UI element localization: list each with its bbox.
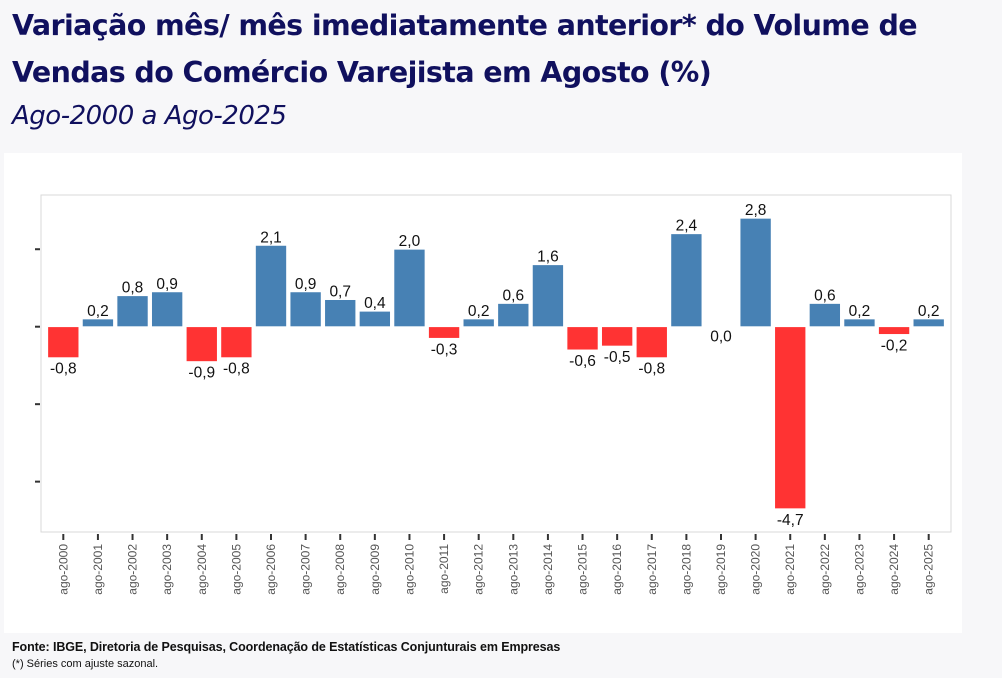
x-tick-label-ago-2013: ago-2013 bbox=[506, 544, 520, 595]
x-tick-label-ago-2019: ago-2019 bbox=[714, 544, 728, 595]
bar-ago-2011 bbox=[428, 326, 461, 339]
x-tick-label-ago-2020: ago-2020 bbox=[749, 544, 763, 595]
x-tick-label-ago-2016: ago-2016 bbox=[610, 544, 624, 595]
data-label-ago-2000: -0,8 bbox=[50, 361, 77, 378]
bar-ago-2017 bbox=[635, 326, 668, 359]
bar-ago-2000 bbox=[47, 326, 80, 359]
data-label-ago-2015: -0,6 bbox=[569, 353, 596, 370]
x-tick-label-ago-2011: ago-2011 bbox=[437, 544, 451, 594]
data-label-ago-2014: 1,6 bbox=[537, 249, 559, 266]
bar-ago-2023 bbox=[843, 318, 876, 328]
bar-ago-2016 bbox=[601, 326, 634, 347]
plot-area bbox=[40, 194, 952, 533]
x-tick-label-ago-2015: ago-2015 bbox=[576, 544, 590, 595]
data-label-ago-2018: 2,4 bbox=[676, 218, 698, 235]
data-label-ago-2019: 0,0 bbox=[710, 329, 732, 346]
x-tick-label-ago-2010: ago-2010 bbox=[402, 544, 416, 595]
data-label-ago-2002: 0,8 bbox=[122, 280, 144, 297]
bar-ago-2009 bbox=[358, 310, 391, 328]
data-label-ago-2017: -0,8 bbox=[638, 361, 665, 378]
chart-title-line-2: Vendas do Comércio Varejista em Agosto (… bbox=[12, 56, 712, 89]
data-label-ago-2024: -0,2 bbox=[881, 337, 908, 354]
x-tick-label-ago-2021: ago-2021 bbox=[783, 544, 797, 595]
data-label-ago-2016: -0,5 bbox=[604, 349, 631, 366]
data-label-ago-2020: 2,8 bbox=[745, 202, 767, 219]
data-label-ago-2009: 0,4 bbox=[364, 295, 386, 312]
bar-ago-2020 bbox=[739, 217, 772, 328]
chart-title-line-1: Variação mês/ mês imediatamente anterior… bbox=[12, 9, 918, 42]
data-label-ago-2012: 0,2 bbox=[468, 303, 490, 320]
chart-title: Variação mês/ mês imediatamente anterior… bbox=[12, 2, 1002, 96]
bar-ago-2018 bbox=[670, 233, 703, 328]
x-tick-label-ago-2017: ago-2017 bbox=[645, 544, 659, 595]
x-tick-label-ago-2006: ago-2006 bbox=[264, 544, 278, 595]
x-tick-label-ago-2005: ago-2005 bbox=[229, 544, 243, 595]
x-tick-label-ago-2008: ago-2008 bbox=[333, 544, 347, 595]
data-label-ago-2007: 0,9 bbox=[295, 276, 317, 293]
data-label-ago-2013: 0,6 bbox=[503, 287, 525, 304]
data-label-ago-2023: 0,2 bbox=[849, 303, 871, 320]
x-tick-label-ago-2025: ago-2025 bbox=[922, 544, 936, 595]
x-tick-label-ago-2004: ago-2004 bbox=[195, 544, 209, 595]
x-tick-label-ago-2001: ago-2001 bbox=[91, 544, 105, 595]
axes bbox=[35, 194, 952, 533]
data-label-ago-2005: -0,8 bbox=[223, 361, 250, 378]
x-tick-label-ago-2009: ago-2009 bbox=[368, 544, 382, 595]
bar-ago-2025 bbox=[912, 318, 945, 328]
bar-ago-2021 bbox=[774, 326, 807, 510]
x-tick-label-ago-2002: ago-2002 bbox=[126, 544, 140, 595]
bars bbox=[47, 217, 945, 510]
data-label-ago-2001: 0,2 bbox=[87, 303, 109, 320]
data-label-ago-2010: 2,0 bbox=[399, 233, 421, 250]
bar-ago-2006 bbox=[255, 244, 287, 328]
bar-ago-2010 bbox=[393, 248, 426, 328]
bar-ago-2003 bbox=[151, 291, 184, 328]
data-label-ago-2004: -0,9 bbox=[188, 365, 215, 382]
data-label-ago-2021: -4,7 bbox=[777, 512, 804, 529]
bar-ago-2004 bbox=[185, 326, 218, 362]
bar-ago-2015 bbox=[566, 326, 599, 351]
x-tick-label-ago-2007: ago-2007 bbox=[299, 544, 313, 595]
bar-ago-2001 bbox=[81, 318, 114, 328]
chart-subtitle: Ago-2000 a Ago-2025 bbox=[12, 101, 287, 131]
x-tick-label-ago-2003: ago-2003 bbox=[160, 544, 174, 595]
footnote: (*) Séries com ajuste sazonal. bbox=[12, 658, 159, 670]
x-axis: ago-2000 ago-2001 ago-2002 ago-2003 ago-2004… bbox=[56, 534, 936, 595]
data-label-ago-2022: 0,6 bbox=[814, 287, 836, 304]
x-tick-label-ago-2024: ago-2024 bbox=[887, 544, 901, 595]
bar-ago-2013 bbox=[497, 303, 530, 328]
x-tick-label-ago-2023: ago-2023 bbox=[852, 544, 866, 595]
data-label-ago-2011: -0,3 bbox=[431, 341, 458, 358]
x-tick-label-ago-2000: ago-2000 bbox=[56, 544, 70, 595]
bar-ago-2022 bbox=[808, 303, 841, 328]
x-tick-label-ago-2014: ago-2014 bbox=[541, 544, 555, 595]
data-label-ago-2006: 2,1 bbox=[260, 229, 282, 246]
bar-ago-2007 bbox=[289, 291, 322, 328]
bar-ago-2024 bbox=[878, 326, 911, 335]
bar-ago-2002 bbox=[116, 295, 149, 328]
x-tick-label-ago-2018: ago-2018 bbox=[679, 544, 693, 595]
data-label-ago-2025: 0,2 bbox=[918, 303, 940, 320]
x-tick-label-ago-2022: ago-2022 bbox=[818, 544, 832, 595]
data-labels: -0,8 0,2 0,8 0,9 -0,9 -0,8 2,1 0,9 0,7 0,4 2,0 -0,3… bbox=[50, 202, 940, 529]
bar-ago-2005 bbox=[220, 326, 253, 359]
source-note: Fonte: IBGE, Diretoria de Pesquisas, Coo… bbox=[12, 640, 561, 654]
data-label-ago-2008: 0,7 bbox=[329, 284, 351, 301]
bar-ago-2008 bbox=[324, 299, 357, 328]
bar-ago-2012 bbox=[462, 318, 495, 328]
bar-chart: -0,8 0,2 0,8 0,9 -0,9 -0,8 2,1 0,9 0,7 0,4 2,0 -0,3… bbox=[35, 194, 952, 595]
bar-ago-2014 bbox=[531, 264, 564, 328]
x-tick-label-ago-2012: ago-2012 bbox=[472, 544, 486, 595]
data-label-ago-2003: 0,9 bbox=[156, 276, 178, 293]
